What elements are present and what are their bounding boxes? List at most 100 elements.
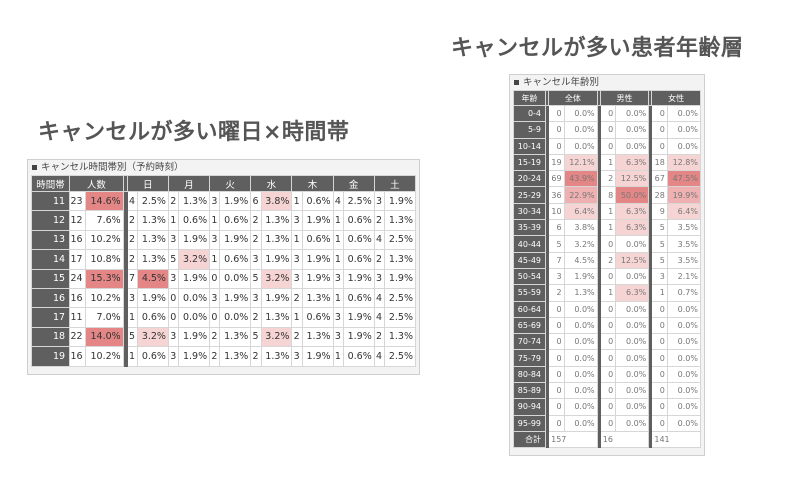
day-percent-cell: 1.3% [219, 326, 252, 348]
day-percent-cell: 1.3% [178, 190, 211, 212]
day-count-cell: 1 [126, 307, 139, 328]
day-count-cell: 3 [126, 287, 139, 309]
day-count-cell: 2 [126, 229, 139, 251]
day-count-cell: 7 [126, 268, 139, 289]
female-percent-cell: 0.0% [666, 333, 702, 351]
day-count-cell: 2 [209, 346, 221, 367]
column-header-day: 火 [209, 175, 252, 192]
female-count-cell: 5 [651, 251, 668, 269]
day-percent-cell: 3.2% [137, 326, 169, 348]
day-percent-cell: 1.3% [260, 346, 293, 367]
day-count-cell: 1 [332, 346, 344, 367]
table-row: 50-54 3 1.9% 0 0.0% 3 2.1% [512, 267, 702, 286]
all-count-cell: 0 [548, 382, 565, 400]
day-count-cell: 0 [167, 307, 180, 328]
table-row: 45-49 7 4.5% 2 12.5% 5 3.5% [512, 251, 702, 269]
total-count-cell: 11 [69, 307, 86, 328]
column-header-age: 年齢 [512, 90, 547, 106]
day-count-cell: 1 [167, 210, 180, 231]
day-percent-cell: 1.9% [301, 249, 334, 270]
row-header-age: 30-34 [512, 202, 547, 221]
day-percent-cell: 0.6% [137, 346, 169, 367]
male-count-cell: 0 [599, 398, 617, 416]
row-header-age: 55-59 [512, 284, 547, 302]
all-percent-cell: 0.0% [563, 349, 598, 367]
day-count-cell: 1 [291, 190, 303, 212]
female-percent-cell: 19.9% [666, 186, 702, 204]
female-percent-cell: 3.5% [666, 235, 702, 253]
female-percent-cell: 0.0% [666, 316, 702, 335]
all-percent-cell: 43.9% [563, 170, 598, 188]
panel-heading-age: キャンセル年齢別 [510, 75, 704, 90]
female-count-cell: 5 [651, 235, 668, 253]
day-count-cell: 3 [167, 268, 180, 289]
section-title-age-group: キャンセルが多い患者年齢層 [451, 36, 744, 61]
female-percent-cell: 0.0% [666, 300, 702, 318]
day-count-cell: 0 [209, 268, 221, 289]
day-percent-cell: 1.9% [301, 346, 334, 367]
table-row: 20-24 69 43.9% 2 12.5% 67 47.5% [512, 170, 702, 188]
row-header-age: 65-69 [512, 316, 547, 335]
day-count-cell: 5 [126, 326, 139, 348]
day-percent-cell: 2.5% [384, 307, 416, 328]
day-count-cell: 4 [373, 229, 386, 251]
all-percent-cell: 1.9% [563, 267, 598, 286]
all-count-cell: 0 [548, 137, 565, 155]
day-percent-cell: 0.0% [178, 287, 211, 309]
total-count-cell: 16 [69, 229, 86, 251]
row-header-age: 60-64 [512, 300, 547, 318]
day-count-cell: 3 [373, 268, 386, 289]
day-count-cell: 2 [373, 249, 386, 270]
table-row: 65-69 0 0.0% 0 0.0% 0 0.0% [512, 316, 702, 335]
all-count-cell: 0 [548, 333, 565, 351]
male-count-cell: 0 [599, 365, 617, 384]
day-count-cell: 2 [250, 346, 262, 367]
day-percent-cell: 0.0% [219, 268, 252, 289]
male-count-cell: 0 [599, 300, 617, 318]
day-percent-cell: 1.9% [219, 190, 252, 212]
total-count-cell: 16 [69, 346, 86, 367]
day-percent-cell: 1.3% [219, 346, 252, 367]
all-count-cell: 0 [548, 121, 565, 139]
day-count-cell: 2 [250, 307, 262, 328]
day-percent-cell: 0.6% [301, 307, 334, 328]
day-count-cell: 1 [209, 249, 221, 270]
day-percent-cell: 1.3% [384, 210, 416, 231]
row-header-age: 50-54 [512, 267, 547, 286]
male-percent-cell: 50.0% [615, 186, 650, 204]
column-header-day: 日 [126, 175, 169, 192]
total-count-cell: 24 [69, 268, 86, 289]
day-count-cell: 3 [250, 287, 262, 309]
table-row: 15-19 19 12.1% 1 6.3% 18 12.8% [512, 153, 702, 172]
table-row: 14 17 10.8% 2 1.3% 5 3.2% 1 0.6% 3 1.9% 3 1.9% 1 0.6% 2… [30, 249, 416, 270]
day-count-cell: 3 [291, 346, 303, 367]
female-percent-cell: 0.0% [666, 414, 702, 432]
table-row: 16 16 10.2% 3 1.9% 0 0.0% 3 1.9% 3 1.9% 2 1.3% 1 0.6% 4… [30, 287, 416, 309]
total-percent-cell: 14.0% [84, 326, 124, 348]
female-percent-cell: 0.0% [666, 349, 702, 367]
male-count-cell: 0 [599, 137, 617, 155]
column-header-day: 土 [373, 175, 417, 192]
column-separator [545, 430, 550, 449]
all-percent-cell: 0.0% [563, 121, 598, 139]
cancel-by-age-table: 年齢 全体 男性 女性 0-4 0 0.0% 0 0.0% 0 0.0% 5-9 0 0.0% 0 0.0%… [512, 90, 702, 449]
row-header-hour: 19 [30, 346, 71, 367]
table-row: 19 16 10.2% 1 0.6% 3 1.9% 2 1.3% 2 1.3% 3 1.9% 1 0.6% 4… [30, 346, 416, 367]
male-percent-cell: 0.0% [615, 235, 650, 253]
female-count-cell: 28 [651, 186, 668, 204]
total-count-cell: 12 [69, 210, 86, 231]
column-header-day: 月 [167, 175, 211, 192]
table-row: 18 22 14.0% 5 3.2% 3 1.9% 2 1.3% 5 3.2% 2 1.3% 3 1.9% 2… [30, 326, 416, 348]
day-count-cell: 3 [209, 229, 221, 251]
column-header-group: 全体 [548, 90, 598, 106]
female-count-cell: 18 [651, 153, 668, 172]
male-count-cell: 1 [599, 202, 617, 221]
female-percent-cell: 0.0% [666, 104, 702, 123]
table-row: 75-79 0 0.0% 0 0.0% 0 0.0% [512, 349, 702, 367]
day-count-cell: 3 [250, 249, 262, 270]
cancel-by-hour-table: 時間帯 人数日月火水木金土 11 23 14.6% 4 2.5% 2 1.3% 3 1.9% 6 3.… [30, 175, 417, 367]
female-count-cell: 0 [651, 316, 668, 335]
day-percent-cell: 2.5% [384, 229, 416, 251]
male-percent-cell: 0.0% [615, 333, 650, 351]
all-percent-cell: 0.0% [563, 382, 598, 400]
